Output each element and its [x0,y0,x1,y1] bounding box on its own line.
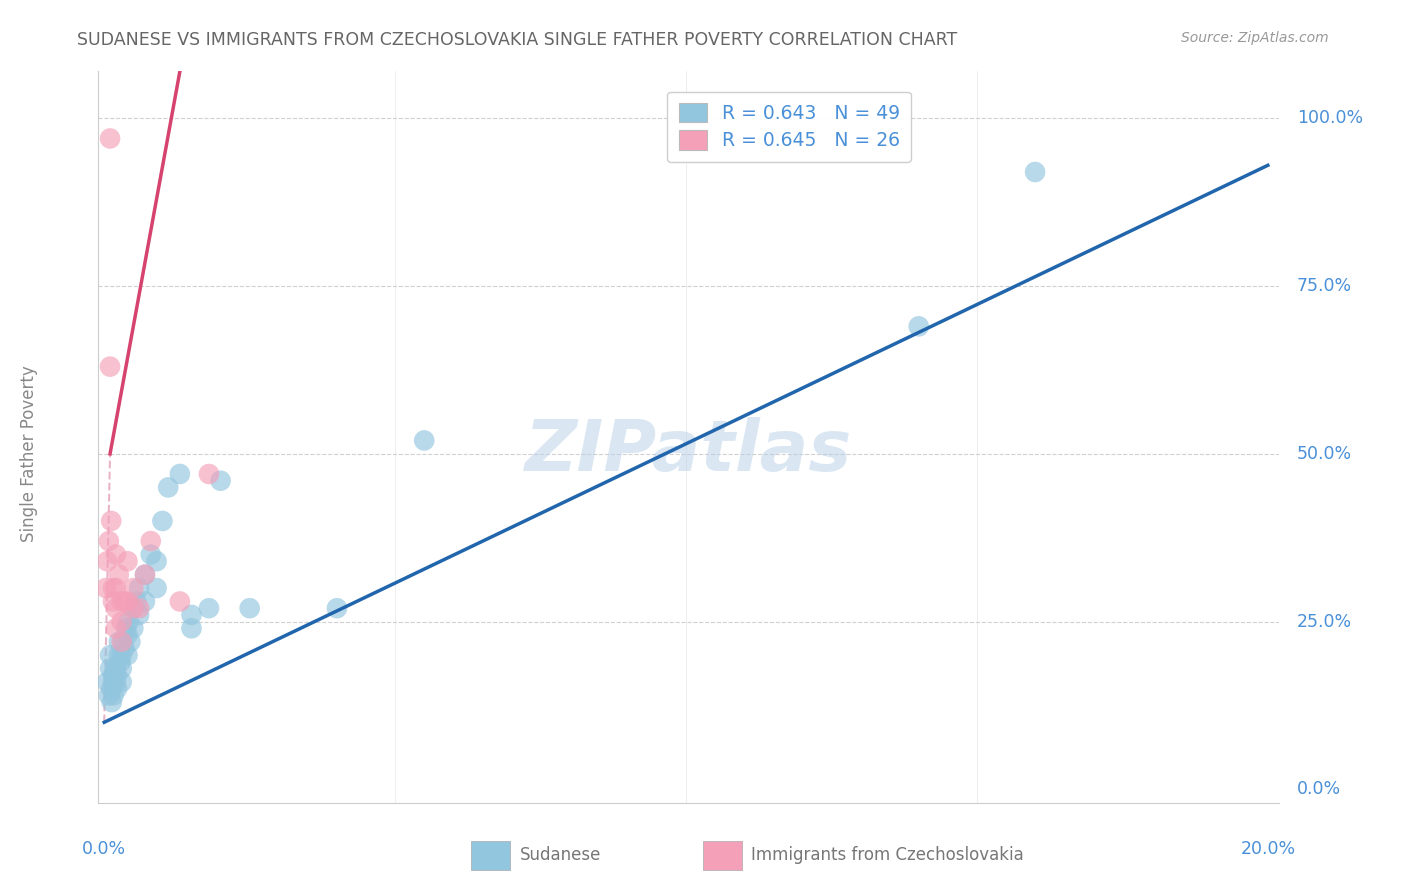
Point [134,594,156,608]
Point [128,581,150,595]
Point [134,567,156,582]
Text: 0.0%: 0.0% [82,839,127,858]
Point [100,514,122,528]
Point [117,628,139,642]
Point [100,681,122,696]
Point [94,581,117,595]
Point [104,548,127,562]
Point [111,594,134,608]
Point [117,648,139,662]
Point [97,534,120,549]
Text: 20.0%: 20.0% [1240,839,1295,858]
Point [114,594,136,608]
Point [101,695,124,709]
Point [169,594,191,608]
Point [115,621,138,635]
Point [907,319,929,334]
Point [110,655,132,669]
Point [111,634,134,648]
Text: 100.0%: 100.0% [1296,110,1362,128]
Text: Single Father Poverty: Single Father Poverty [20,366,38,542]
Point [111,648,134,662]
Text: Immigrants from Czechoslovakia: Immigrants from Czechoslovakia [751,847,1024,864]
Text: Source: ZipAtlas.com: Source: ZipAtlas.com [1181,31,1329,45]
Text: Sudanese: Sudanese [520,847,602,864]
Point [128,607,150,622]
Point [107,634,129,648]
Point [326,601,349,615]
Point [145,581,167,595]
Point [145,554,167,568]
Point [198,601,221,615]
Legend: R = 0.643   N = 49, R = 0.645   N = 26: R = 0.643 N = 49, R = 0.645 N = 26 [668,92,911,161]
Point [105,681,128,696]
Text: 0.0%: 0.0% [1296,780,1341,798]
Point [125,594,148,608]
Text: 50.0%: 50.0% [1296,445,1353,463]
Point [98,648,121,662]
Point [180,607,202,622]
Text: 25.0%: 25.0% [1296,613,1353,631]
Point [209,474,232,488]
Point [97,689,120,703]
Text: 75.0%: 75.0% [1296,277,1353,295]
Text: SUDANESE VS IMMIGRANTS FROM CZECHOSLOVAKIA SINGLE FATHER POVERTY CORRELATION CHA: SUDANESE VS IMMIGRANTS FROM CZECHOSLOVAK… [77,31,957,49]
Text: ZIPatlas: ZIPatlas [526,417,852,486]
Point [111,634,134,648]
Point [111,615,134,629]
Point [114,641,136,656]
Point [104,662,127,676]
Point [1024,165,1046,179]
Point [104,601,127,615]
Point [128,601,150,615]
Point [169,467,191,481]
Point [118,615,141,629]
Point [104,581,127,595]
Point [96,554,118,568]
Point [96,675,118,690]
Point [101,668,124,682]
Point [134,567,156,582]
Point [122,601,145,615]
Point [120,634,142,648]
Point [98,131,121,145]
Point [101,581,124,595]
Point [139,534,162,549]
Point [104,662,127,676]
Point [117,554,139,568]
Point [98,662,121,676]
Point [107,648,129,662]
Point [122,601,145,615]
Point [198,467,221,481]
Point [152,514,174,528]
Point [117,594,139,608]
Point [180,621,202,635]
Point [98,359,121,374]
Point [103,689,125,703]
Point [101,594,124,608]
Point [101,675,124,690]
Point [105,668,128,682]
Point [413,434,436,448]
Point [104,675,127,690]
Point [107,567,129,582]
Point [122,621,145,635]
Point [111,662,134,676]
Point [139,548,162,562]
Point [239,601,262,615]
Point [104,621,127,635]
Point [157,480,180,494]
Point [122,581,145,595]
Point [111,675,134,690]
